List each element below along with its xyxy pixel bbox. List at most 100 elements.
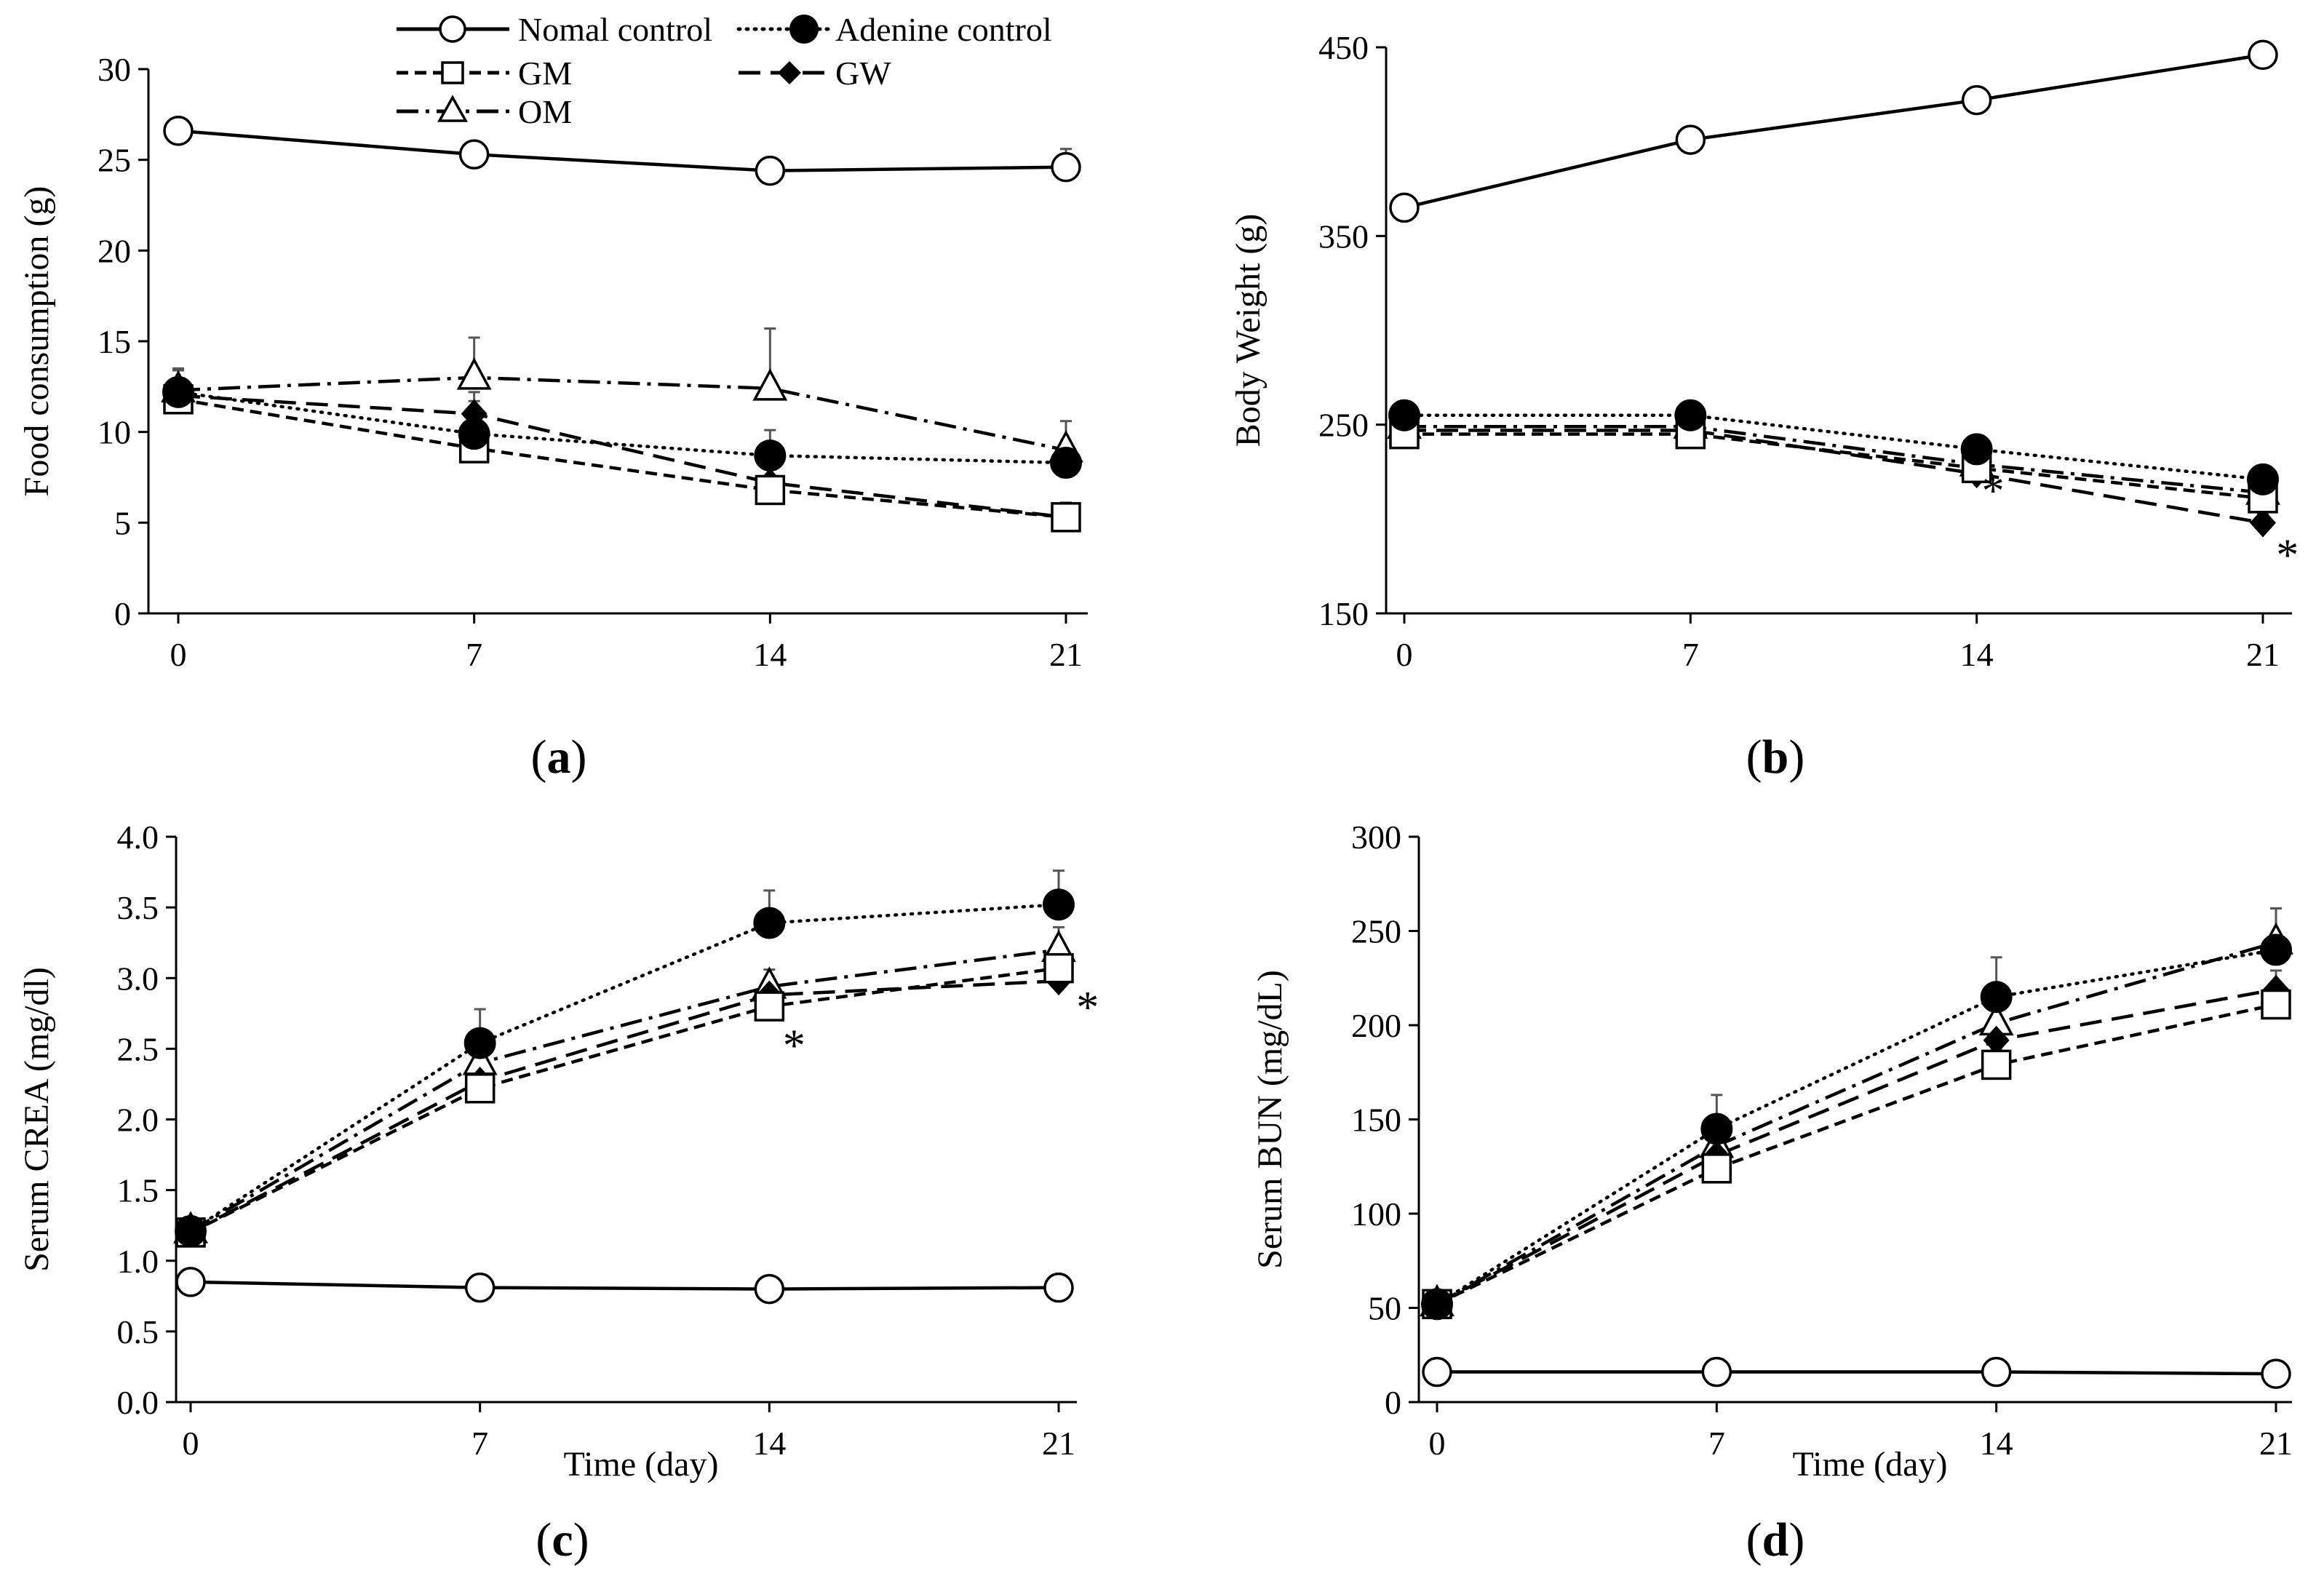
series-line-normal-control xyxy=(178,129,1067,172)
y-tick-label: 0.5 xyxy=(117,1313,159,1350)
data-point-gm xyxy=(2261,989,2291,1020)
legend-item-normal-control: Nomal control xyxy=(397,11,712,48)
data-point-gm xyxy=(754,991,785,1022)
data-point-adenine-control xyxy=(1674,399,1707,431)
data-point-normal-control xyxy=(1389,192,1420,223)
x-tick-label: 7 xyxy=(1682,636,1699,673)
y-tick-label: 350 xyxy=(1318,218,1369,255)
x-tick-label: 14 xyxy=(1980,1425,2013,1462)
series-line-gm xyxy=(1404,432,2264,501)
x-axis-label: Time (day) xyxy=(564,1445,719,1484)
legend-item-gw: GW xyxy=(739,55,891,92)
legend-label-adenine-control: Adenine control xyxy=(835,11,1052,48)
y-tick-label: 150 xyxy=(1318,595,1369,632)
data-point-adenine-control xyxy=(753,907,786,939)
y-tick-label: 200 xyxy=(1351,1007,1401,1044)
x-tick-label: 14 xyxy=(752,1425,786,1462)
data-point-gm xyxy=(755,474,786,506)
data-point-om xyxy=(456,357,492,390)
data-point-om xyxy=(752,368,788,401)
data-point-adenine-control xyxy=(1960,433,1993,466)
data-point-gm xyxy=(1043,952,1074,984)
y-tick-label: 30 xyxy=(98,51,131,88)
data-point-normal-control xyxy=(1701,1356,1732,1388)
y-tick-label: 2.0 xyxy=(117,1102,159,1139)
caption-d-letter: d xyxy=(1762,1513,1789,1567)
data-point-gw xyxy=(1983,1025,2010,1055)
y-tick-label: 15 xyxy=(98,323,131,360)
caption-c: (c) xyxy=(536,1513,589,1567)
y-tick-label: 10 xyxy=(98,414,131,451)
legend-label-om: OM xyxy=(518,93,572,130)
y-tick-label: 4.0 xyxy=(117,819,159,856)
data-point-gm xyxy=(464,1073,496,1104)
x-tick-label: 0 xyxy=(1396,636,1413,673)
data-point-normal-control xyxy=(1051,151,1081,183)
series-line-om xyxy=(1436,940,2277,1306)
data-point-normal-control xyxy=(2261,1358,2291,1389)
x-tick-label: 21 xyxy=(1049,636,1083,673)
x-tick-label: 14 xyxy=(753,636,787,673)
series-line-adenine-control xyxy=(1435,948,2278,1306)
data-point-adenine-control xyxy=(2260,934,2292,966)
data-point-normal-control xyxy=(175,1267,206,1297)
data-point-gm xyxy=(1981,1049,2012,1080)
data-point-normal-control xyxy=(1422,1356,1452,1388)
y-tick-label: 450 xyxy=(1318,29,1369,66)
y-tick-label: 2.5 xyxy=(117,1030,159,1067)
data-point-adenine-control xyxy=(1043,888,1075,921)
data-point-normal-control xyxy=(458,139,490,170)
y-tick-label: 150 xyxy=(1351,1102,1401,1139)
significance-marker: * xyxy=(783,1022,805,1071)
y-axis-label: Serum CREA (mg/dl) xyxy=(17,967,56,1272)
x-tick-label: 21 xyxy=(2259,1425,2293,1462)
data-point-normal-control xyxy=(1675,124,1706,155)
series-line-normal-control xyxy=(1404,53,2264,210)
legend-item-om: OM xyxy=(397,93,572,130)
legend-label-gw: GW xyxy=(835,55,891,92)
series-line-gm xyxy=(1436,1003,2277,1306)
y-tick-label: 0 xyxy=(1385,1384,1401,1421)
x-tick-label: 21 xyxy=(2246,636,2280,673)
y-tick-label: 3.0 xyxy=(117,960,159,997)
y-tick-label: 50 xyxy=(1368,1290,1401,1327)
legend-item-adenine-control: Adenine control xyxy=(736,11,1052,48)
y-tick-label: 250 xyxy=(1318,407,1369,444)
series-line-gm xyxy=(178,397,1067,520)
x-tick-label: 7 xyxy=(471,1425,488,1462)
legend-label-normal-control: Nomal control xyxy=(518,11,712,48)
series-line-gm xyxy=(189,966,1059,1234)
caption-d: (d) xyxy=(1746,1513,1805,1567)
data-point-gw xyxy=(2250,508,2276,538)
series-line-om xyxy=(189,948,1059,1233)
data-point-adenine-control xyxy=(1421,1288,1453,1321)
y-tick-label: 300 xyxy=(1351,819,1401,856)
significance-marker: * xyxy=(2276,530,2299,580)
data-point-adenine-control xyxy=(1388,399,1420,431)
chart-panel-b: 150 250 350 450 0 7 14 21 Body Weight (g) * * xyxy=(1229,29,2299,673)
x-tick-label: 7 xyxy=(466,636,482,673)
x-tick-label: 0 xyxy=(170,636,187,673)
y-axis-label: Serum BUN (mg/dL) xyxy=(1251,970,1289,1269)
data-point-normal-control xyxy=(1043,1272,1074,1303)
chart-panel-d: 0 50 100 150 200 250 300 0 7 14 21 Serum BUN (mg/dL… xyxy=(1251,819,2293,1484)
series-line-normal-control xyxy=(190,1280,1059,1291)
series-line-gw xyxy=(1404,429,2264,525)
series-line-om xyxy=(1404,425,2264,495)
series-line-adenine-control xyxy=(1402,413,2265,482)
y-tick-label: 20 xyxy=(98,232,131,269)
caption-b-letter: b xyxy=(1762,731,1789,784)
data-point-adenine-control xyxy=(458,418,490,450)
caption-a-letter: a xyxy=(547,731,571,784)
y-tick-label: 1.5 xyxy=(117,1172,159,1209)
legend-label-gm: GM xyxy=(518,55,572,92)
y-tick-label: 0.0 xyxy=(117,1384,159,1421)
caption-b: (b) xyxy=(1746,731,1805,784)
y-axis-label: Food consumption (g) xyxy=(17,186,56,497)
data-point-normal-control xyxy=(2248,39,2278,71)
x-tick-label: 7 xyxy=(1708,1425,1725,1462)
data-point-gm xyxy=(1701,1153,1732,1184)
data-point-adenine-control xyxy=(463,1027,496,1059)
significance-marker: * xyxy=(1076,983,1099,1032)
